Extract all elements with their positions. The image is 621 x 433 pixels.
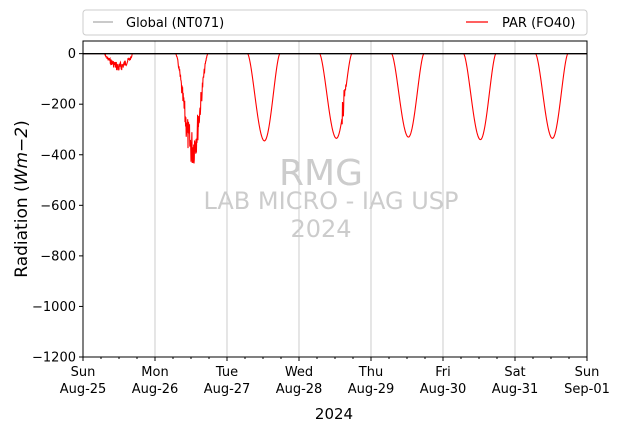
x-tick-date: Aug-26 [132,382,179,397]
x-tick-date: Aug-30 [420,382,467,397]
watermark-line-3: 2024 [290,215,351,243]
y-axis-label-close: ) [12,120,32,127]
y-tick-label: −1200 [32,351,76,366]
x-tick-date: Aug-25 [60,382,107,397]
legend: Global (NT071) PAR (FO40) [82,9,588,36]
x-axis-label: 2024 [315,405,353,423]
y-tick-label: −1000 [32,300,76,315]
y-tick-label: −600 [40,199,76,214]
x-tick-date: Sep-01 [564,382,610,397]
x-tick-weekday: Sun [71,365,96,380]
x-tick-date: Aug-29 [348,382,395,397]
legend-global-label: Global (NT071) [126,16,224,31]
y-tick-label: −400 [40,148,76,163]
grid-lines [154,41,516,357]
watermark: RMG LAB MICRO - IAG USP 2024 [203,153,458,243]
y-axis-label-main: Radiation ( [12,185,32,277]
y-tick-label: −800 [40,249,76,264]
x-tick-date: Aug-27 [204,382,251,397]
legend-par-label: PAR (FO40) [502,16,575,31]
x-tick-weekday: Wed [285,365,313,380]
x-axis: Sun Aug-25 Mon Aug-26 Tue Aug-27 Wed Aug-28 Thu A… [60,357,610,397]
x-tick-date: Aug-28 [276,382,323,397]
series-layer [83,53,587,164]
x-tick-weekday: Fri [435,365,451,380]
watermark-line-2: LAB MICRO - IAG USP [203,187,458,215]
x-tick-date: Aug-31 [492,382,539,397]
x-tick-weekday: Mon [141,365,168,380]
x-tick-weekday: Tue [215,365,238,380]
y-tick-label: −200 [40,98,76,113]
y-axis-label: Radiation (Wm−2) [12,120,32,277]
watermark-line-1: RMG [279,153,363,194]
y-tick-label: 0 [68,47,76,62]
x-tick-weekday: Sun [575,365,600,380]
series-par-line [83,53,587,164]
x-tick-weekday: Thu [358,365,383,380]
y-axis-label-unit: Wm−2 [12,127,32,185]
x-tick-weekday: Sat [504,365,525,380]
legend-box [82,9,588,36]
y-axis: 0 −200 −400 −600 −800 −1000 −1200 [32,47,83,366]
